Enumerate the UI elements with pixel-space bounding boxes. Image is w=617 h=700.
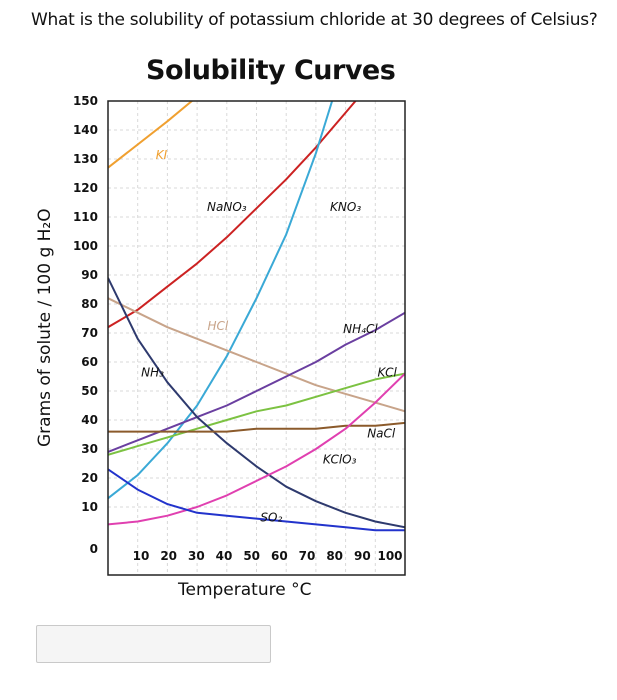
x-tick-label: 20 [160, 549, 177, 563]
curve-label: NaCl [367, 426, 396, 440]
y-tick-label: 10 [81, 500, 98, 514]
curve-nacl [108, 421, 405, 433]
chart-title: Solubility Curves [146, 55, 396, 86]
curve-nh [108, 277, 405, 529]
x-tick-label: 50 [243, 549, 260, 563]
y-tick-label: 90 [81, 268, 98, 282]
x-tick-label: 60 [271, 549, 288, 563]
curve-label: NH₃ [141, 366, 164, 380]
y-tick-label: 110 [73, 210, 98, 224]
curve-kclo [108, 372, 405, 526]
curve-hcl [108, 297, 405, 413]
y-tick-label: 60 [81, 355, 98, 369]
curve-label: HCl [208, 319, 229, 333]
x-tick-label: 10 [133, 549, 150, 563]
x-tick-label: 70 [299, 549, 316, 563]
y-tick-label: 130 [73, 152, 98, 166]
y-axis-label: Grams of solute / 100 g H₂O [35, 208, 55, 447]
curve-label: KNO₃ [330, 200, 361, 214]
solubility-chart: Solubility Curves 0 10 20 30 40 50 60 70 80 90 100… [0, 45, 617, 615]
curve-kcl [108, 372, 405, 456]
curve-labels: KI NaNO₃ KNO₃ HCl NH₄Cl KCl NH₃ NaCl KClO₃ SO₂ [141, 148, 397, 525]
x-axis-ticks: 10 20 30 40 50 60 70 80 90 100 [133, 549, 403, 563]
y-tick-label: 20 [81, 471, 98, 485]
curve-ki [108, 101, 194, 169]
curve-kno [108, 101, 334, 500]
curve-label: KCl [378, 366, 398, 380]
x-axis-label: Temperature °C [177, 580, 311, 600]
plot-frame [107, 100, 406, 576]
y-tick-label: 80 [81, 297, 98, 311]
x-tick-label: 30 [188, 549, 205, 563]
x-tick-label: 100 [377, 549, 402, 563]
y-tick-label: 30 [81, 442, 98, 456]
y-axis-ticks: 0 10 20 30 40 50 60 70 80 90 100 110 120 130 140 150 [73, 94, 98, 556]
y-tick-label: 40 [81, 413, 98, 427]
curve-label: NaNO₃ [207, 200, 247, 214]
answer-input[interactable] [36, 625, 271, 663]
y-tick-label: 140 [73, 123, 98, 137]
curve-label: KClO₃ [323, 453, 357, 467]
x-tick-label: 40 [216, 549, 233, 563]
y-tick-label: 120 [73, 181, 98, 195]
y-tick-label: 0 [90, 542, 98, 556]
x-tick-label: 90 [354, 549, 371, 563]
curve-so [108, 468, 405, 532]
y-tick-label: 150 [73, 94, 98, 108]
y-tick-label: 100 [73, 239, 98, 253]
curve-nano [108, 101, 357, 329]
curve-label: NH₄Cl [343, 322, 378, 336]
y-tick-label: 70 [81, 326, 98, 340]
y-tick-label: 50 [81, 384, 98, 398]
x-tick-label: 80 [326, 549, 343, 563]
curve-label: KI [156, 148, 168, 162]
curve-label: SO₂ [260, 511, 282, 525]
chart-svg: 0 10 20 30 40 50 60 70 80 90 100 110 120 130 140 150 10… [35, 94, 406, 600]
question-text: What is the solubility of potassium chlo… [31, 10, 598, 30]
curves [108, 101, 405, 532]
